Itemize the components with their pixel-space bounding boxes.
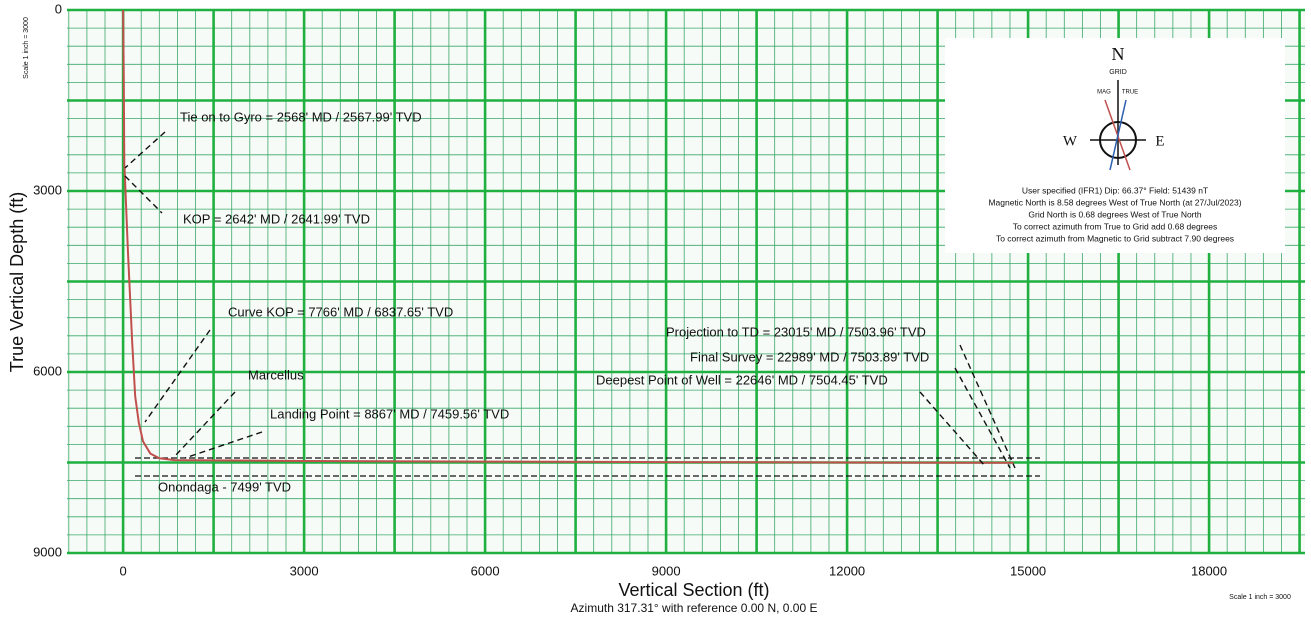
leader-line — [919, 391, 986, 467]
scale-label: Scale 1 inch = 3000 — [23, 17, 30, 79]
y-tick-label: 9000 — [33, 544, 62, 559]
annotation: Deepest Point of Well = 22646' MD / 7504… — [596, 372, 888, 387]
annotation: Tie on to Gyro = 2568' MD / 2567.99' TVD — [180, 109, 422, 124]
annotation: Final Survey = 22989' MD / 7503.89' TVD — [690, 349, 929, 364]
x-tick-label: 0 — [119, 563, 126, 578]
x-tick-label: 3000 — [290, 563, 319, 578]
annotation: Projection to TD = 23015' MD / 7503.96' … — [666, 324, 926, 339]
true-north-arrow — [1109, 99, 1127, 171]
compass-note: To correct azimuth from Magnetic to Grid… — [996, 233, 1234, 243]
y-tick-label: 3000 — [33, 182, 62, 197]
y-tick-label: 6000 — [33, 363, 62, 378]
annotation: Curve KOP = 7766' MD / 6837.65' TVD — [228, 304, 453, 319]
leader-line — [954, 367, 1011, 469]
compass-n: N — [1112, 44, 1125, 64]
annotation: Marcellus — [248, 367, 304, 382]
x-tick-label: 15000 — [1010, 563, 1046, 578]
leader-line — [184, 431, 263, 459]
compass-mag: MAG — [1097, 90, 1111, 96]
compass-note: User specified (IFR1) Dip: 66.37° Field:… — [1022, 185, 1208, 195]
compass-note: Grid North is 0.68 degrees West of True … — [1028, 209, 1201, 219]
annotation: KOP = 2642' MD / 2641.99' TVD — [183, 211, 370, 226]
leader-line — [959, 344, 1016, 469]
compass-grid: GRID — [1109, 69, 1127, 76]
well-path — [122, 9, 1014, 464]
annotation: Landing Point = 8867' MD / 7459.56' TVD — [270, 406, 509, 421]
y-axis-title: True Vertical Depth (ft) — [7, 192, 27, 372]
leader-line — [144, 329, 211, 423]
compass-box: N GRID MAG TRUE W E User specified (IFR1… — [945, 38, 1285, 253]
leader-line — [174, 391, 236, 457]
x-tick-label: 6000 — [471, 563, 500, 578]
x-tick-label: 9000 — [652, 563, 681, 578]
compass-true: TRUE — [1122, 90, 1138, 96]
scale-label: Scale 1 inch = 3000 — [1229, 594, 1291, 601]
leader-line — [124, 131, 166, 169]
compass-note: Magnetic North is 8.58 degrees West of T… — [988, 197, 1241, 207]
y-tick-label: 0 — [55, 1, 62, 16]
x-tick-label: 12000 — [829, 563, 865, 578]
subtitle: Azimuth 317.31° with reference 0.00 N, 0… — [571, 601, 818, 615]
x-tick-label: 18000 — [1191, 563, 1227, 578]
compass-w: W — [1063, 133, 1078, 149]
leader-line — [124, 175, 163, 214]
x-axis-title: Vertical Section (ft) — [618, 580, 769, 600]
compass-e: E — [1155, 133, 1164, 149]
compass-note: To correct azimuth from True to Grid add… — [1013, 221, 1218, 231]
annotation: Onondaga - 7499' TVD — [158, 479, 291, 494]
